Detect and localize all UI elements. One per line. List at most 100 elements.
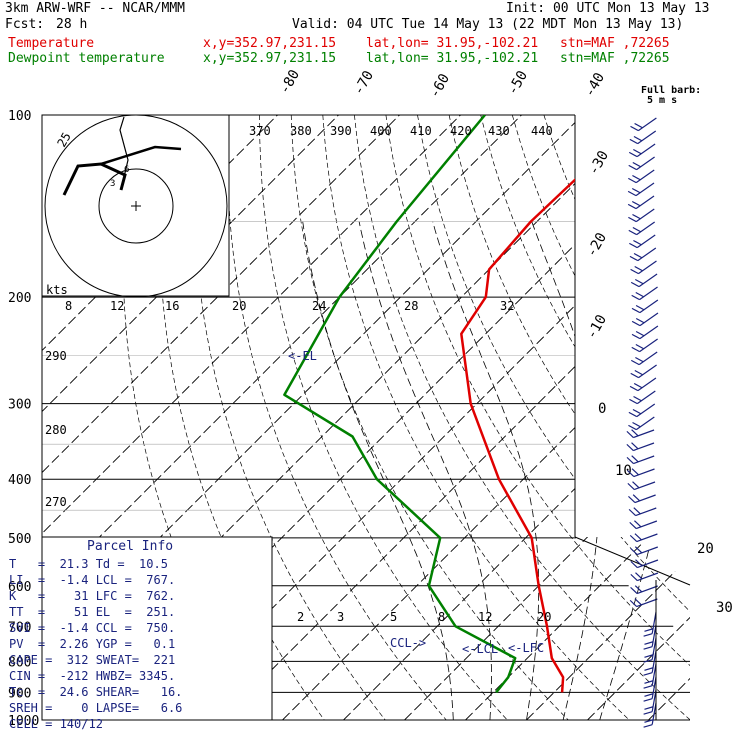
isotherm bbox=[710, 115, 740, 720]
mixing-ratio-label: 8 bbox=[438, 610, 445, 624]
wind-barb bbox=[629, 130, 657, 145]
hodograph-ring-outer bbox=[44, 114, 228, 298]
pressure-label-600: 600 bbox=[8, 580, 31, 595]
isotherm-label: 30 bbox=[716, 600, 733, 616]
isotherm-label: 0 bbox=[598, 401, 606, 417]
wind-barb bbox=[629, 247, 657, 262]
mixing-ratio-label: 2 bbox=[297, 610, 304, 624]
temperature-xy: x,y=352.97,231.15 bbox=[203, 36, 337, 51]
isotherm bbox=[526, 115, 690, 720]
wind-barb bbox=[627, 481, 656, 491]
forecast-label: Fcst: bbox=[5, 17, 45, 32]
wind-barb bbox=[629, 234, 656, 249]
wind-barb bbox=[628, 507, 657, 517]
wind-barb bbox=[630, 273, 658, 288]
parcel-info-row: Tc = 24.6 SHEAR= 16. bbox=[9, 685, 183, 699]
wind-barb bbox=[626, 429, 655, 439]
wind-barb bbox=[643, 624, 657, 650]
wind-barb bbox=[643, 637, 657, 663]
hodograph-ring-label: 25 bbox=[54, 130, 73, 150]
wind-barb bbox=[631, 299, 659, 314]
dewpoint-station: stn=MAF ,72265 bbox=[560, 51, 670, 66]
wind-barb bbox=[628, 403, 656, 418]
isotherm bbox=[465, 115, 690, 720]
parcel-info-row: PV = 2.26 YGP = 0.1 bbox=[9, 637, 176, 651]
hodograph-center bbox=[131, 201, 141, 211]
wind-barb bbox=[626, 442, 655, 452]
mixing-ratio-label: 5 bbox=[390, 610, 397, 624]
mixing-ratio-label: 16 bbox=[165, 299, 179, 313]
wind-barb bbox=[628, 208, 655, 223]
pressure-label-700: 700 bbox=[8, 620, 31, 635]
dry-adiabat bbox=[543, 115, 690, 720]
mixing-ratio-label: 20 bbox=[537, 610, 551, 624]
hodograph-trace-mid bbox=[100, 145, 182, 166]
dry-adiabat bbox=[385, 115, 690, 720]
dry-adiabat bbox=[606, 115, 690, 720]
forecast-hour: 28 h bbox=[56, 17, 88, 32]
pressure-label-100: 100 bbox=[8, 109, 31, 124]
parcel-info-row: TT = 51 EL = 251. bbox=[9, 605, 176, 619]
parcel-info-row: T = 21.3 Td = 10.5 bbox=[9, 557, 168, 571]
theta-label-side: 270 bbox=[45, 495, 67, 509]
dry-adiabat bbox=[259, 115, 508, 720]
wind-barb bbox=[629, 377, 657, 392]
mixing-ratio-label: 3 bbox=[337, 610, 344, 624]
moist-adiabat bbox=[432, 221, 540, 720]
isotherm bbox=[404, 115, 690, 720]
theta-label-side: 280 bbox=[45, 423, 67, 437]
isotherm bbox=[42, 115, 400, 720]
dewpoint-latlon: lat,lon= 31.95,-102.21 bbox=[366, 51, 539, 66]
wind-barb bbox=[629, 533, 658, 543]
parcel-info-row: CAPE = 312 SWEAT= 221 bbox=[9, 653, 176, 667]
dry-adiabat bbox=[575, 115, 690, 720]
dry-adiabat bbox=[448, 115, 690, 720]
parcel-info-row: SVI = -1.4 CCL = 750. bbox=[9, 621, 176, 635]
isotherm-label: -20 bbox=[584, 230, 611, 260]
wind-barb bbox=[630, 117, 657, 132]
isotherm-label: -30 bbox=[586, 148, 613, 178]
parcel-info-row: K = 31 LFC = 762. bbox=[9, 589, 176, 603]
dry-adiabat bbox=[290, 115, 569, 720]
wind-barb bbox=[628, 156, 655, 171]
wind-barb bbox=[643, 676, 657, 702]
wind-barb bbox=[628, 169, 655, 184]
isotherm bbox=[221, 115, 690, 720]
wind-barb bbox=[630, 351, 658, 366]
parcel-info-row: LI = -1.4 LCL = 767. bbox=[9, 573, 176, 587]
parcel-info-title: Parcel Info bbox=[87, 539, 174, 554]
wind-barb bbox=[631, 325, 659, 340]
wind-barb bbox=[630, 559, 659, 569]
wind-barb bbox=[643, 650, 657, 676]
mixing-ratio-label: 20 bbox=[232, 299, 246, 313]
mixing-ratio-label: 12 bbox=[478, 610, 492, 624]
moist-adiabat bbox=[358, 221, 492, 720]
dewpoint-profile bbox=[283, 115, 517, 694]
hodograph-kts-label: kts bbox=[46, 283, 68, 297]
wind-barb bbox=[626, 455, 655, 465]
barb-key-label: Full barb: 5 m s bbox=[641, 85, 702, 106]
theta-label-top: 410 bbox=[410, 124, 432, 138]
isotherm-label: 10 bbox=[615, 463, 632, 479]
theta-label-top: 370 bbox=[249, 124, 271, 138]
dry-adiabat bbox=[322, 115, 630, 720]
hodograph-height-label: 6 bbox=[124, 165, 129, 175]
isotherm bbox=[42, 115, 522, 720]
theta-label-side: 290 bbox=[45, 349, 67, 363]
temperature-profile bbox=[460, 115, 645, 693]
mixing-ratio-label: 24 bbox=[312, 299, 326, 313]
wind-barb bbox=[629, 390, 656, 405]
wind-barb bbox=[643, 663, 657, 689]
temperature-station: stn=MAF ,72265 bbox=[560, 36, 670, 51]
wind-barb bbox=[627, 182, 655, 197]
parcel-info-box bbox=[41, 536, 273, 721]
pressure-label-300: 300 bbox=[8, 398, 31, 413]
mixing-ratio-label: 8 bbox=[65, 299, 72, 313]
wind-barb bbox=[630, 585, 658, 595]
wind-barb bbox=[630, 572, 659, 582]
theta-label-top: 380 bbox=[290, 124, 312, 138]
level-annotation: CCL-> bbox=[390, 636, 426, 650]
isotherm bbox=[42, 115, 461, 720]
theta-label-top: 390 bbox=[330, 124, 352, 138]
wind-barb bbox=[631, 312, 659, 327]
